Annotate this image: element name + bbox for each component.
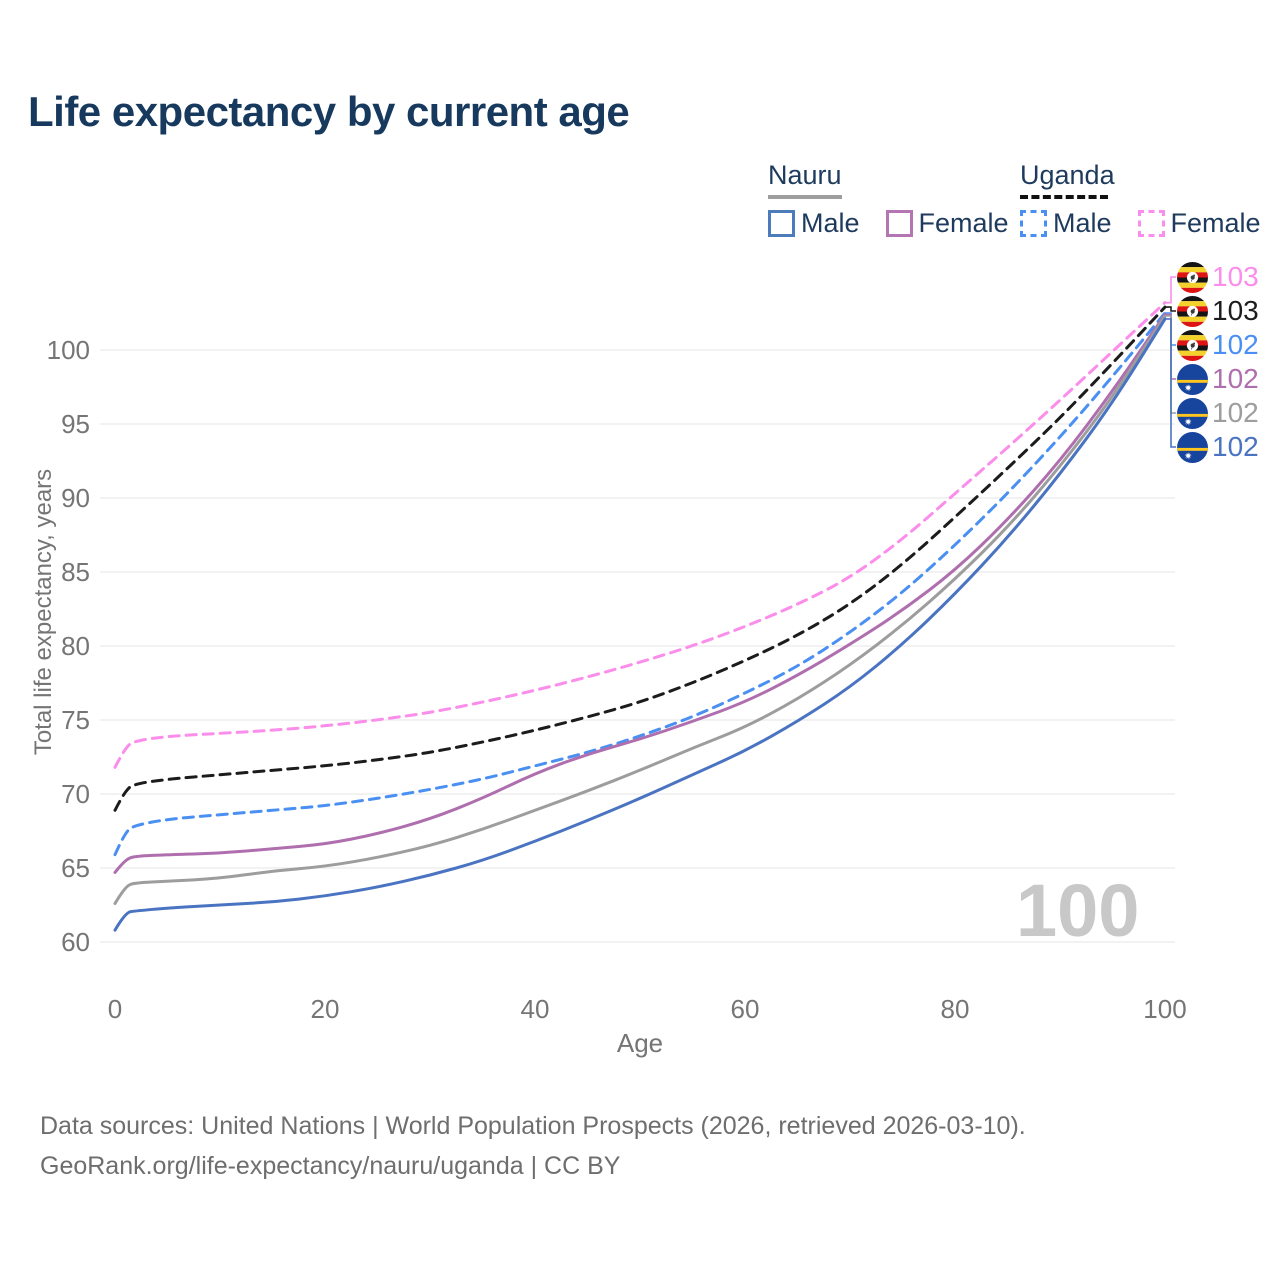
end-label-leader (1165, 306, 1176, 312)
y-tick-75: 75 (61, 705, 90, 735)
legend-label: Male (801, 208, 860, 238)
legend-country-nauru: Nauru (768, 160, 842, 190)
age-counter-watermark: 100 (1016, 869, 1140, 952)
uganda-flag-icon (1177, 261, 1208, 293)
uganda-dashed-line-swatch (1020, 195, 1108, 199)
y-axis-title: Total life expectancy, years (30, 468, 57, 756)
y-tick-60: 60 (61, 927, 90, 957)
nauru-flag-icon (1177, 397, 1208, 429)
x-tick-100: 100 (1143, 994, 1187, 1024)
y-tick-65: 65 (61, 853, 90, 883)
end-value-uganda-male: 102 (1212, 329, 1259, 360)
uganda-flag-icon (1177, 295, 1208, 327)
legend-group-nauru: Nauru Male Female (768, 160, 1035, 239)
legend-label: Male (1053, 208, 1112, 238)
nauru-flag-icon (1177, 431, 1208, 463)
y-tick-100: 100 (46, 335, 90, 365)
x-tick-0: 0 (107, 994, 123, 1024)
legend-group-uganda: Uganda Male Female (1020, 160, 1280, 239)
legend-item-nauru-female[interactable]: Female (885, 208, 1009, 239)
end-value-uganda-female: 103 (1212, 261, 1259, 292)
end-label-leader (1165, 318, 1176, 448)
end-value-uganda: 103 (1212, 295, 1259, 326)
nauru-solid-line-swatch (768, 195, 842, 199)
legend-country-uganda: Uganda (1020, 160, 1115, 190)
x-tick-60: 60 (730, 994, 760, 1024)
series-line-uganda (113, 305, 1167, 812)
data-sources-line: Data sources: United Nations | World Pop… (40, 1112, 1026, 1140)
legend-item-nauru-male[interactable]: Male (768, 208, 860, 239)
y-tick-85: 85 (61, 557, 90, 587)
uganda-male-swatch-icon (1020, 210, 1047, 237)
series-line-nauru-male (113, 317, 1167, 932)
nauru-flag-icon (1177, 363, 1208, 395)
series-line-uganda-male (113, 311, 1167, 857)
end-label-leader (1165, 276, 1176, 304)
legend-label: Female (918, 208, 1009, 238)
series-line-nauru (113, 314, 1167, 906)
page-title: Life expectancy by current age (28, 88, 630, 135)
y-tick-70: 70 (61, 779, 90, 809)
uganda-flag-icon (1177, 329, 1208, 361)
footer-attribution: Data sources: United Nations | World Pop… (40, 1106, 1026, 1186)
uganda-female-swatch-icon (1137, 210, 1165, 237)
legend-item-uganda-female[interactable]: Female (1137, 208, 1261, 239)
legend-item-uganda-male[interactable]: Male (1020, 208, 1112, 239)
source-url-line: GeoRank.org/life-expectancy/nauru/uganda… (40, 1152, 621, 1180)
legend-label: Female (1170, 208, 1261, 238)
x-tick-40: 40 (520, 994, 550, 1024)
nauru-female-swatch-icon (885, 210, 913, 237)
x-axis-title: Age (616, 1028, 664, 1058)
y-tick-80: 80 (61, 631, 90, 661)
end-value-nauru-female: 102 (1212, 363, 1259, 394)
series-line-uganda-female (113, 301, 1167, 769)
x-tick-20: 20 (310, 994, 340, 1024)
y-tick-90: 90 (61, 483, 90, 513)
y-tick-95: 95 (61, 409, 90, 439)
x-tick-80: 80 (940, 994, 970, 1024)
end-value-nauru-male: 102 (1212, 431, 1259, 462)
series-line-nauru-female (113, 312, 1167, 874)
nauru-male-swatch-icon (768, 210, 795, 237)
end-value-nauru: 102 (1212, 397, 1259, 428)
